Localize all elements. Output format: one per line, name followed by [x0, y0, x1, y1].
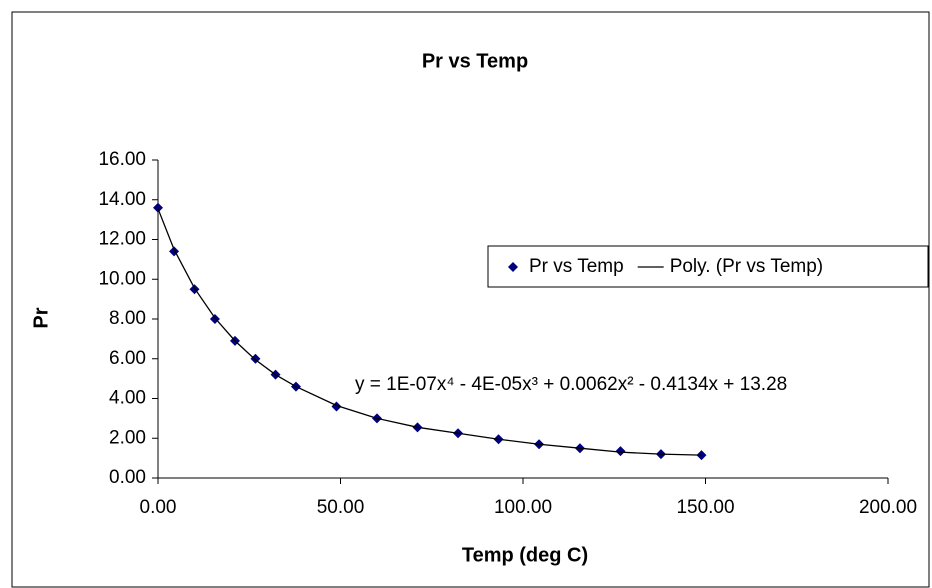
legend	[487, 245, 929, 288]
y-axis-title: Pr	[30, 307, 52, 328]
x-tick-label: 100.00	[494, 497, 552, 518]
data-point	[615, 446, 626, 457]
chart-title: Pr vs Temp	[422, 50, 528, 72]
y-tick-label: 4.00	[109, 388, 146, 409]
legend-marker	[508, 262, 518, 272]
y-tick-label: 16.00	[98, 149, 146, 170]
y-tick-label: 0.00	[109, 467, 146, 488]
x-tick-label: 0.00	[140, 497, 177, 518]
y-tick-label: 2.00	[109, 427, 146, 448]
y-tick-label: 14.00	[98, 189, 146, 210]
x-axis-title: Temp (deg C)	[462, 544, 588, 566]
x-tick-label: 200.00	[859, 497, 917, 518]
y-tick-label: 10.00	[98, 268, 146, 289]
x-tick-label: 50.00	[317, 497, 365, 518]
y-tick-label: 12.00	[98, 229, 146, 250]
x-tick-label: 150.00	[676, 497, 734, 518]
y-tick-label: 8.00	[109, 308, 146, 329]
y-tick-label: 6.00	[109, 348, 146, 369]
legend-label: Poly. (Pr vs Temp)	[670, 256, 823, 277]
chart-frame	[11, 11, 930, 588]
trendline-equation: y = 1E-07x⁴ - 4E-05x³ + 0.0062x² - 0.413…	[355, 374, 787, 395]
trendline	[157, 208, 702, 456]
legend-label: Pr vs Temp	[529, 256, 624, 277]
data-point	[153, 202, 163, 213]
